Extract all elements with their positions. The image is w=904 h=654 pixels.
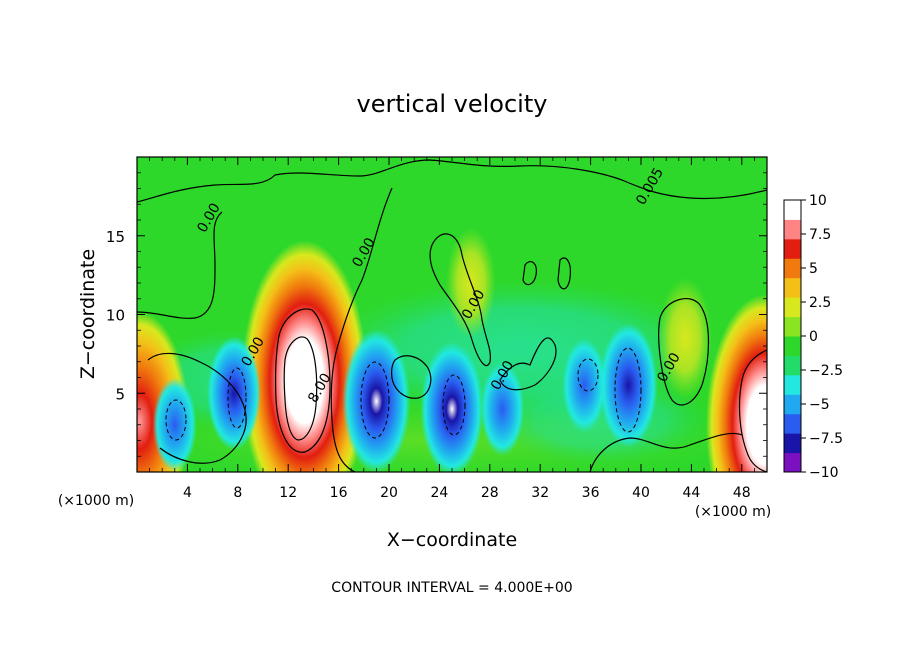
updraft-cell	[658, 278, 713, 399]
downdraft-cell	[562, 338, 607, 433]
contour-lower-right	[589, 432, 743, 472]
contour-zero-mid	[137, 211, 223, 319]
x-tick-label: 8	[233, 485, 242, 501]
contour-lines-negative	[165, 347, 642, 441]
x-tick-label: 16	[330, 485, 348, 501]
x-tick-label: 20	[380, 485, 398, 501]
x-tick-label: 48	[733, 485, 751, 501]
colorbar-tick-label: 10	[809, 193, 827, 209]
updraft-cell	[705, 294, 767, 472]
contour-eight-updraft	[275, 308, 331, 453]
colorbar-tick-label: −5	[809, 397, 830, 413]
colorbar-band	[784, 219, 801, 240]
contour-right-edge	[738, 349, 767, 472]
colorbar-tick-label: 2.5	[809, 295, 831, 311]
colorbar-tick-label: 0	[809, 329, 818, 345]
plot-area: 0.000.000.008.000.000.00 0.000.005	[137, 157, 767, 472]
colorbar-tick-label: 5	[809, 261, 818, 277]
y-axis: 5 10 15	[106, 172, 767, 457]
y-tick-label: 5	[115, 385, 125, 403]
x-tick-label: 36	[582, 485, 600, 501]
contour-neg-39	[614, 347, 642, 433]
colorbar-band	[784, 316, 801, 337]
x-tick-label: 24	[430, 485, 448, 501]
colorbar-tick-label: −7.5	[809, 431, 843, 447]
downdraft-cell	[480, 362, 525, 456]
colorbar-band	[784, 336, 801, 356]
contour-neg-36	[577, 358, 599, 392]
contour-neg-3	[165, 399, 187, 441]
downdraft-cell	[207, 336, 261, 451]
colorbar-tick-label: −2.5	[809, 363, 843, 379]
colorbar-band	[784, 374, 801, 395]
contour-neg-19	[360, 361, 390, 439]
colorbar-ticks: 10 7.5 5 2.5 0 −2.5 −5 −7.5 −10	[801, 193, 843, 481]
contour-neg-8	[227, 367, 247, 429]
x-unit-label-right: (×1000 m)	[695, 504, 771, 520]
contour-neg-25	[442, 374, 466, 436]
colorbar-band	[784, 238, 801, 259]
contour-zero-center	[330, 187, 393, 472]
colorbar-band	[784, 297, 801, 318]
contour-wiggle-3	[557, 257, 571, 290]
downdraft-cell	[599, 323, 658, 448]
x-tick-label: 44	[682, 485, 700, 501]
contour-zero-top	[137, 159, 767, 203]
contour-zero-plume	[429, 233, 491, 367]
contour-wiggle-1	[499, 337, 557, 391]
y-tick-label: 10	[106, 307, 125, 325]
colorbar-tick-label: 7.5	[809, 227, 831, 243]
x-axis-title: X−coordinate	[387, 529, 517, 551]
x-tick-label: 32	[531, 485, 549, 501]
x-tick-label: 28	[481, 485, 499, 501]
x-axis: 4 8 12 16 20 24 28 32 36 40 44 48	[149, 157, 755, 501]
colorbar-band	[784, 433, 801, 454]
colorbar-bands	[784, 200, 801, 473]
colorbar: 10 7.5 5 2.5 0 −2.5 −5 −7.5 −10	[783, 193, 843, 481]
colorbar-band	[784, 394, 801, 415]
downdraft-cell	[152, 377, 197, 472]
chart-title: vertical velocity	[357, 90, 548, 118]
y-tick-label: 15	[106, 228, 125, 246]
downdraft-cell	[342, 329, 411, 472]
colorbar-tick-label: −10	[809, 465, 839, 481]
contour-wiggle-2	[522, 261, 537, 286]
colorbar-band	[784, 200, 801, 220]
y-axis-title: Z−coordinate	[77, 249, 99, 379]
colorbar-band	[784, 258, 801, 279]
colorbar-band	[784, 413, 801, 434]
contour-zero-lower-left	[147, 352, 247, 464]
contour-inner-updraft	[283, 336, 318, 441]
x-tick-label: 4	[183, 485, 192, 501]
colorbar-band	[784, 452, 801, 473]
x-tick-label: 12	[279, 485, 297, 501]
colorbar-band	[784, 277, 801, 298]
contour-zero-right-blob	[658, 298, 710, 406]
colorbar-band	[784, 355, 801, 376]
downdraft-cell	[420, 342, 484, 472]
updraft-cell	[241, 240, 368, 472]
x-unit-label-left: (×1000 m)	[58, 493, 134, 509]
contour-wiggle-4	[391, 355, 432, 399]
contour-interval-note: CONTOUR INTERVAL = 4.000E+00	[331, 580, 572, 596]
contour-lines	[137, 159, 767, 472]
x-tick-label: 40	[632, 485, 650, 501]
